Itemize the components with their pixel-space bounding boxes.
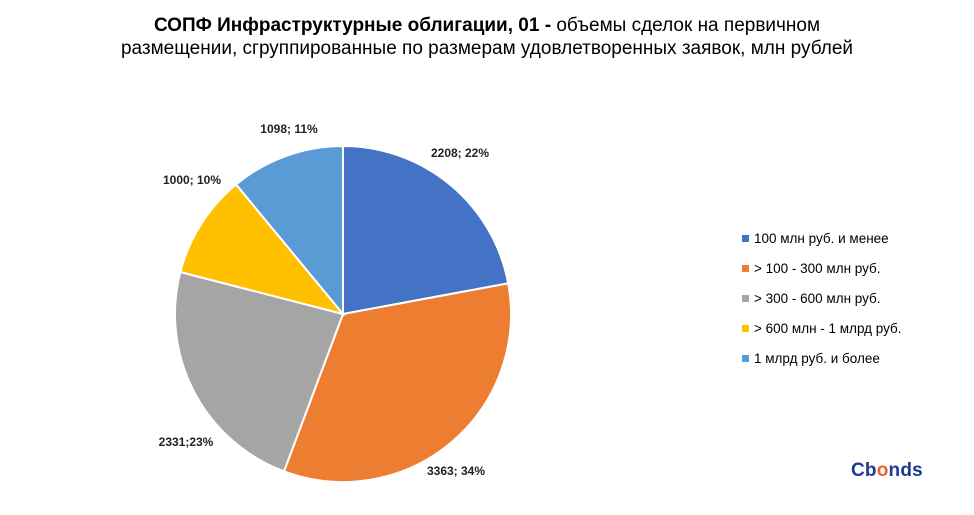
chart-legend: 100 млн руб. и менее > 100 - 300 млн руб.… xyxy=(742,228,902,378)
legend-swatch xyxy=(742,234,749,242)
legend-item: > 100 - 300 млн руб. xyxy=(742,258,902,278)
legend-item: > 300 - 600 млн руб. xyxy=(742,288,902,308)
legend-item: > 600 млн - 1 млрд руб. xyxy=(742,318,902,338)
pie-slice xyxy=(282,282,512,483)
slice-data-label: 3363; 34% xyxy=(427,464,485,478)
pie-slice xyxy=(179,183,346,316)
legend-label: 100 млн руб. и менее xyxy=(754,230,889,246)
pie-slice xyxy=(174,270,345,473)
legend-item: 100 млн руб. и менее xyxy=(742,228,902,248)
legend-swatch xyxy=(742,264,749,272)
slice-data-label: 1000; 10% xyxy=(163,173,221,187)
legend-swatch xyxy=(742,294,749,302)
slice-data-label: 2331;23% xyxy=(159,435,214,449)
chart-title: СОПФ Инфраструктурные облигации, 01 - об… xyxy=(0,14,974,60)
cbonds-logo: Cbonds xyxy=(851,460,923,481)
legend-label: 1 млрд руб. и более xyxy=(754,350,880,366)
legend-label: > 100 - 300 млн руб. xyxy=(754,260,881,276)
legend-swatch xyxy=(742,354,749,362)
slice-data-label: 2208; 22% xyxy=(431,146,489,160)
chart-title-bold: СОПФ Инфраструктурные облигации, 01 - xyxy=(153,15,552,36)
slice-data-label: 1098; 11% xyxy=(260,122,318,136)
legend-label: > 300 - 600 млн руб. xyxy=(754,290,881,306)
pie-slice xyxy=(342,144,510,316)
legend-label: > 600 млн - 1 млрд руб. xyxy=(754,320,902,336)
pie-slice xyxy=(234,144,344,317)
legend-item: 1 млрд руб. и более xyxy=(742,348,902,368)
chart-title-line2: размещении, сгруппированные по размерам … xyxy=(120,38,853,59)
chart-title-rest: объемы сделок на первичном xyxy=(551,15,821,36)
legend-swatch xyxy=(742,324,749,332)
